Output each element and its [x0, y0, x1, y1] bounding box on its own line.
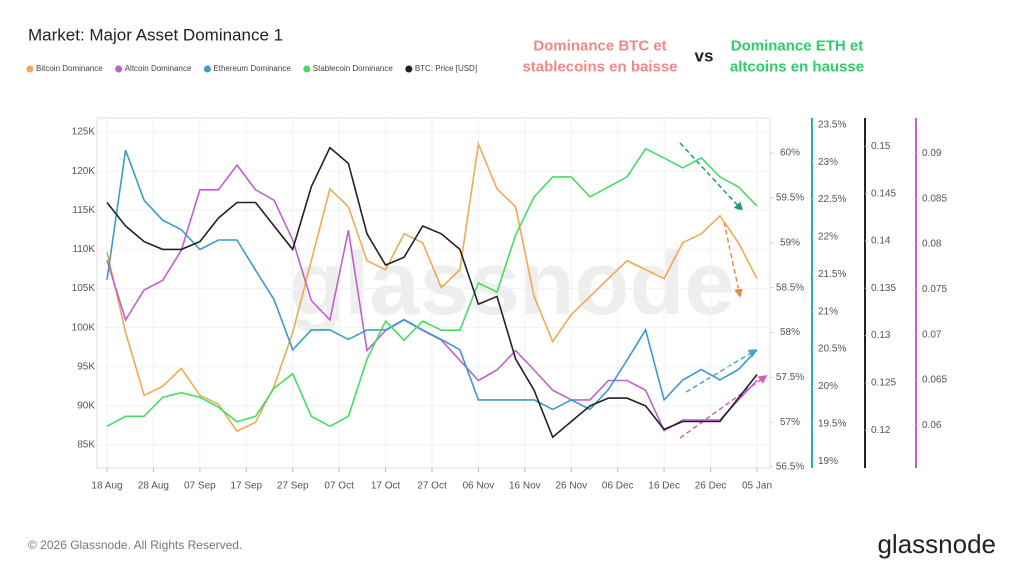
x-tick-label: 17 Sep [230, 481, 262, 492]
annotation: Dominance ETH et [731, 37, 864, 54]
legend-marker [26, 65, 34, 73]
legend-label: Stablecoin Dominance [313, 64, 394, 73]
legend-marker [115, 65, 123, 73]
x-tick-label: 17 Oct [371, 481, 401, 492]
y-tick-label: 21% [818, 306, 838, 317]
legend-label: BTC: Price [USD] [415, 64, 477, 73]
y-tick-label: 20.5% [818, 344, 846, 355]
arrow [723, 221, 743, 298]
series-line [106, 146, 758, 439]
y-tick-label: 23% [818, 157, 838, 168]
y-tick-label: 0.07 [922, 329, 942, 340]
y-tick-label: 59% [780, 237, 800, 248]
y-tick-label: 0.08 [922, 239, 942, 250]
legend-label: Altcoin Dominance [125, 64, 192, 73]
chart-title: Market: Major Asset Dominance 1 [28, 25, 283, 44]
y-tick-label: 0.065 [922, 375, 947, 386]
y-tick-label: 90K [77, 401, 95, 412]
x-tick-label: 07 Oct [324, 481, 354, 492]
logo: glassnode [877, 529, 996, 559]
arrow [685, 349, 758, 393]
annotation: vs [695, 46, 714, 65]
y-tick-label: 0.14 [871, 236, 891, 247]
y-tick-label: 0.09 [922, 148, 942, 159]
y-tick-label: 0.06 [922, 420, 942, 431]
plot-frame [96, 117, 771, 469]
y-tick-label: 59.5% [776, 193, 804, 204]
series-line [106, 147, 758, 428]
y-tick-label: 60% [780, 148, 800, 159]
x-tick-label: 26 Dec [695, 481, 727, 492]
legend-marker [405, 65, 413, 73]
y-tick-label: 58% [780, 327, 800, 338]
y-tick-label: 0.125 [871, 378, 896, 389]
y-tick-label: 21.5% [818, 269, 846, 280]
y-tick-label: 23.5% [818, 119, 846, 130]
y-tick-label: 0.145 [871, 188, 896, 199]
legend-marker [303, 65, 311, 73]
y-tick-label: 105K [72, 283, 96, 294]
x-tick-label: 27 Sep [277, 481, 309, 492]
y-tick-label: 56.5% [776, 462, 804, 473]
legend-label: Ethereum Dominance [213, 64, 291, 73]
series-line [106, 141, 758, 433]
y-tick-label: 115K [72, 205, 95, 216]
x-tick-label: 28 Aug [138, 481, 169, 492]
y-tick-label: 120K [72, 166, 96, 177]
x-tick-label: 16 Dec [648, 481, 680, 492]
y-tick-label: 19% [818, 456, 838, 467]
y-tick-label: 0.085 [922, 193, 947, 204]
annotation: stablecoins en baisse [522, 58, 677, 75]
y-tick-label: 0.13 [871, 330, 891, 341]
x-tick-label: 18 Aug [91, 481, 122, 492]
y-tick-label: 20% [818, 381, 838, 392]
legend-label: Bitcoin Dominance [36, 64, 103, 73]
y-tick-label: 125K [72, 127, 96, 138]
x-tick-label: 05 Jan [742, 481, 772, 492]
x-tick-label: 27 Oct [417, 481, 447, 492]
x-tick-label: 16 Nov [509, 481, 541, 492]
y-tick-label: 58.5% [776, 282, 804, 293]
y-tick-label: 19.5% [818, 419, 846, 430]
y-tick-label: 0.135 [871, 283, 896, 294]
footer: © 2026 Glassnode. All Rights Reserved. [28, 538, 242, 552]
y-tick-label: 0.075 [922, 284, 947, 295]
y-tick-label: 85K [77, 440, 95, 451]
x-tick-label: 26 Nov [555, 481, 587, 492]
y-tick-label: 0.15 [871, 141, 891, 152]
y-tick-label: 100K [72, 322, 96, 333]
annotation: Dominance BTC et [533, 37, 666, 54]
x-tick-label: 06 Dec [602, 481, 634, 492]
arrow [679, 142, 744, 212]
annotation: altcoins en hausse [730, 58, 864, 75]
y-tick-label: 22% [818, 232, 838, 243]
y-tick-label: 22.5% [818, 194, 846, 205]
y-tick-label: 95K [77, 361, 95, 372]
y-tick-label: 57% [780, 417, 800, 428]
y-tick-label: 57.5% [776, 372, 804, 383]
x-tick-label: 07 Sep [184, 481, 216, 492]
x-tick-label: 06 Nov [463, 481, 495, 492]
legend-marker [203, 65, 211, 73]
y-tick-label: 110K [72, 244, 95, 255]
y-tick-label: 0.12 [871, 425, 891, 436]
series-line [106, 149, 758, 411]
